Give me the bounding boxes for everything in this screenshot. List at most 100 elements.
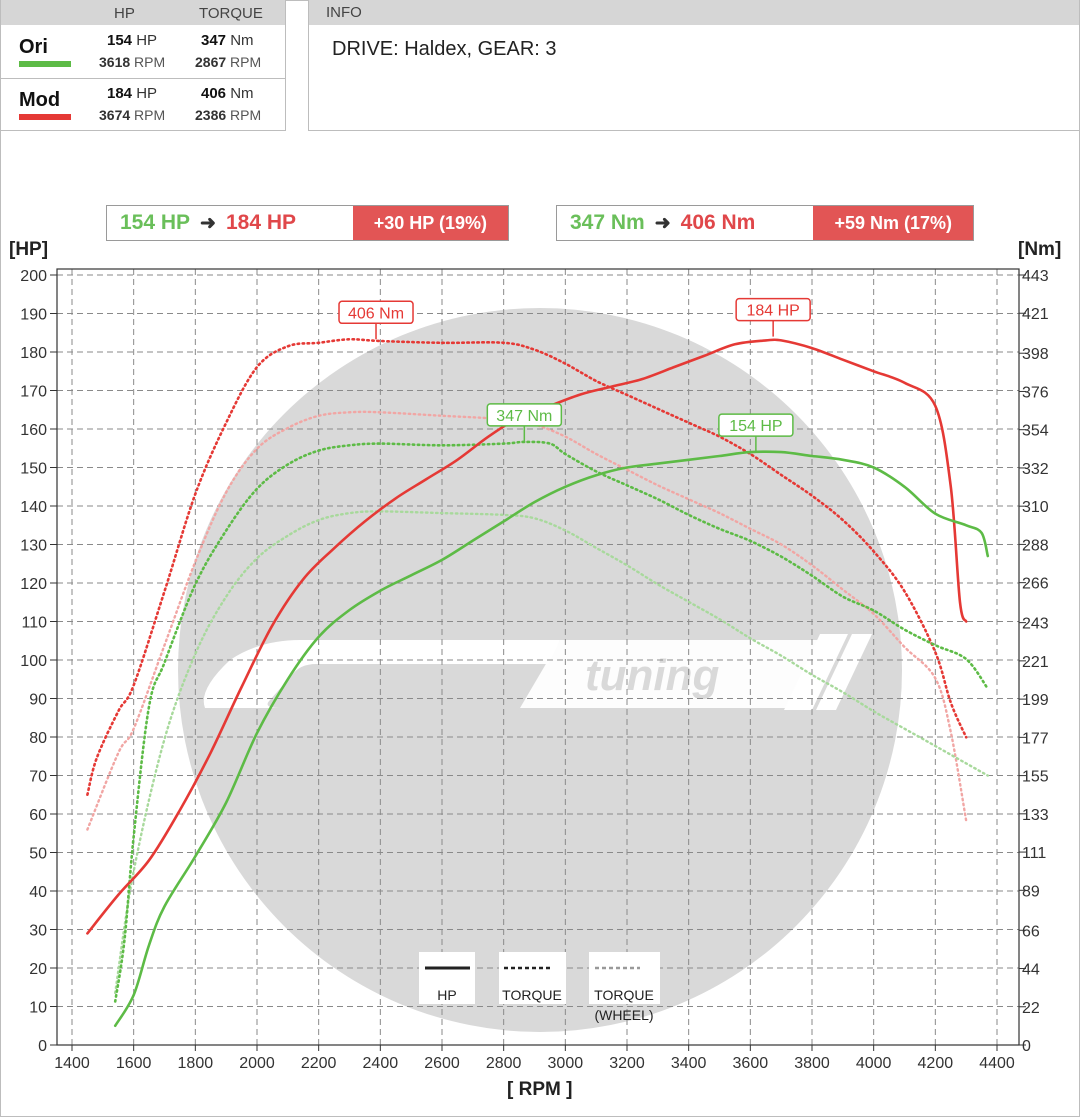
summary-row-mod: Mod 184 HP 3674 RPM 406 Nm 2386 RPM	[1, 79, 285, 131]
series-line-ori-hp	[113, 450, 990, 1028]
y-right-tick-label: 66	[1022, 923, 1040, 940]
watermark-logo: tuning	[178, 308, 902, 1032]
peak-torque-rpm-number: 2386	[195, 107, 227, 123]
x-tick-label: 4000	[856, 1055, 892, 1072]
x-tick-label: 2200	[301, 1055, 337, 1072]
peak-labels: 406 Nm 184 HP 347 Nm 154 HP	[338, 297, 811, 453]
y-right-tick-label: 332	[1022, 461, 1049, 478]
y-left-tick-label: 140	[20, 499, 47, 516]
y-left-tick-label: 200	[20, 268, 47, 285]
torque-gain-diff: +59 Nm (17%)	[813, 206, 973, 240]
x-tick-label: 3600	[733, 1055, 769, 1072]
y-left-tick-label: 50	[29, 846, 47, 863]
plot-frame	[56, 268, 1020, 1046]
y-right-tick-label: 177	[1022, 730, 1049, 747]
peak-torque-rpm: 2386 RPM	[195, 107, 261, 123]
y-left-tick-label: 190	[20, 307, 47, 324]
y-right-tick-label: 221	[1022, 654, 1049, 671]
legend-label-wheel-1: TORQUE	[594, 987, 654, 1003]
y-right-tick-label: 376	[1022, 384, 1049, 401]
legend-label-torque: TORQUE	[502, 987, 562, 1003]
x-tick-label: 1800	[178, 1055, 214, 1072]
y-left-tick-label: 10	[29, 1000, 47, 1017]
y-right-tick-label: 199	[1022, 692, 1049, 709]
y-left-tick-label: 80	[29, 730, 47, 747]
torque-gain-from: 347 Nm	[570, 211, 645, 234]
peak-hp-unit: HP	[136, 32, 158, 49]
x-tick-label: 1400	[54, 1055, 90, 1072]
peak-hp-value: 154 HP	[107, 32, 157, 49]
y-left-tick-label: 60	[29, 807, 47, 824]
y-right-tick-label: 133	[1022, 807, 1049, 824]
x-axis-title: [ RPM ]	[507, 1079, 573, 1100]
peak-hp-rpm-number: 3674	[99, 107, 131, 123]
hp-gain-box: 154 HP ➜ 184 HP +30 HP (19%)	[106, 205, 509, 241]
peak-label-text: 406 Nm	[348, 305, 404, 322]
watermark-circle	[178, 308, 902, 1032]
y-right-tick-label: 288	[1022, 537, 1049, 554]
y-left-tick-label: 0	[38, 1038, 47, 1055]
curves	[86, 337, 990, 1028]
peak-label-box	[486, 403, 563, 427]
peak-torque-number: 347	[201, 32, 227, 49]
peak-torque-value: 347 Nm	[201, 32, 254, 49]
x-tick-label: 4200	[918, 1055, 954, 1072]
series-line-ori-torque	[113, 440, 990, 1003]
legend: HP TORQUE TORQUE (WHEEL)	[419, 952, 660, 1023]
series-name: Ori	[19, 36, 48, 58]
y-left-tick-label: 70	[29, 769, 47, 786]
watermark-swoosh	[203, 640, 560, 708]
legend-box-torque	[499, 952, 566, 1004]
series-line-mod-hp	[86, 338, 968, 935]
x-tick-label: 4400	[979, 1055, 1015, 1072]
summary-table: HP TORQUE Ori 154 HP 3618 RPM 347 Nm 286…	[0, 0, 286, 131]
legend-label-hp: HP	[437, 987, 456, 1003]
peak-torque-unit: Nm	[230, 85, 254, 102]
torque-gain-to: 406 Nm	[680, 211, 756, 234]
peak-label-text: 347 Nm	[496, 408, 552, 425]
watermark-slash-1	[784, 634, 848, 710]
x-tick-label: 3800	[794, 1055, 830, 1072]
y-right-tick-label: 22	[1022, 1000, 1040, 1017]
y-left-tick-label: 150	[20, 461, 47, 478]
y-right-tick-label: 310	[1022, 499, 1049, 516]
x-tick-label: 2800	[486, 1055, 522, 1072]
legend-label-wheel-2: (WHEEL)	[594, 1007, 653, 1023]
y-left-tick-label: 120	[20, 576, 47, 593]
peak-label-text: 154 HP	[729, 418, 782, 435]
summary-header: HP TORQUE	[1, 0, 285, 25]
y-right-tick-label: 421	[1022, 306, 1049, 323]
y-right-tick-label: 266	[1022, 576, 1049, 593]
y-right-tick-label: 111	[1022, 845, 1046, 862]
peak-label-text: 184 HP	[746, 303, 799, 320]
rpm-unit: RPM	[230, 107, 262, 123]
y-right-tick-label: 398	[1022, 346, 1049, 363]
peak-hp-rpm-number: 3618	[99, 54, 131, 70]
watermark-mark	[203, 634, 872, 710]
peak-label-box	[718, 413, 794, 437]
series-line-ori-wheel	[114, 510, 989, 995]
series-line-mod-torque	[86, 337, 968, 796]
y-left-tick-label: 110	[21, 615, 47, 632]
rpm-unit: RPM	[230, 54, 262, 70]
watermark-bar	[520, 640, 840, 708]
col-torque-header: TORQUE	[199, 5, 263, 22]
y-right-tick-label: 44	[1022, 962, 1040, 979]
y-right-tick-label: 243	[1022, 616, 1049, 633]
torque-gain-box: 347 Nm ➜ 406 Nm +59 Nm (17%)	[556, 205, 974, 241]
hp-gain-from: 154 HP	[120, 211, 191, 234]
peak-torque-rpm: 2867 RPM	[195, 54, 261, 70]
y-left-tick-label: 130	[20, 538, 47, 555]
hp-gain-to: 184 HP	[225, 211, 297, 234]
peak-hp-value: 184 HP	[107, 85, 157, 102]
peak-label-box	[338, 300, 414, 325]
arrow-right-icon: ➜	[200, 212, 216, 234]
peak-hp-number: 154	[107, 32, 133, 49]
hp-gain-diff: +30 HP (19%)	[352, 206, 508, 240]
y-right-tick-label: 354	[1022, 423, 1049, 440]
peak-torque-number: 406	[201, 85, 227, 102]
summary-row-ori: Ori 154 HP 3618 RPM 347 Nm 2867 RPM	[1, 26, 285, 79]
x-tick-label: 1600	[116, 1055, 152, 1072]
peak-torque-rpm-number: 2867	[195, 54, 227, 70]
